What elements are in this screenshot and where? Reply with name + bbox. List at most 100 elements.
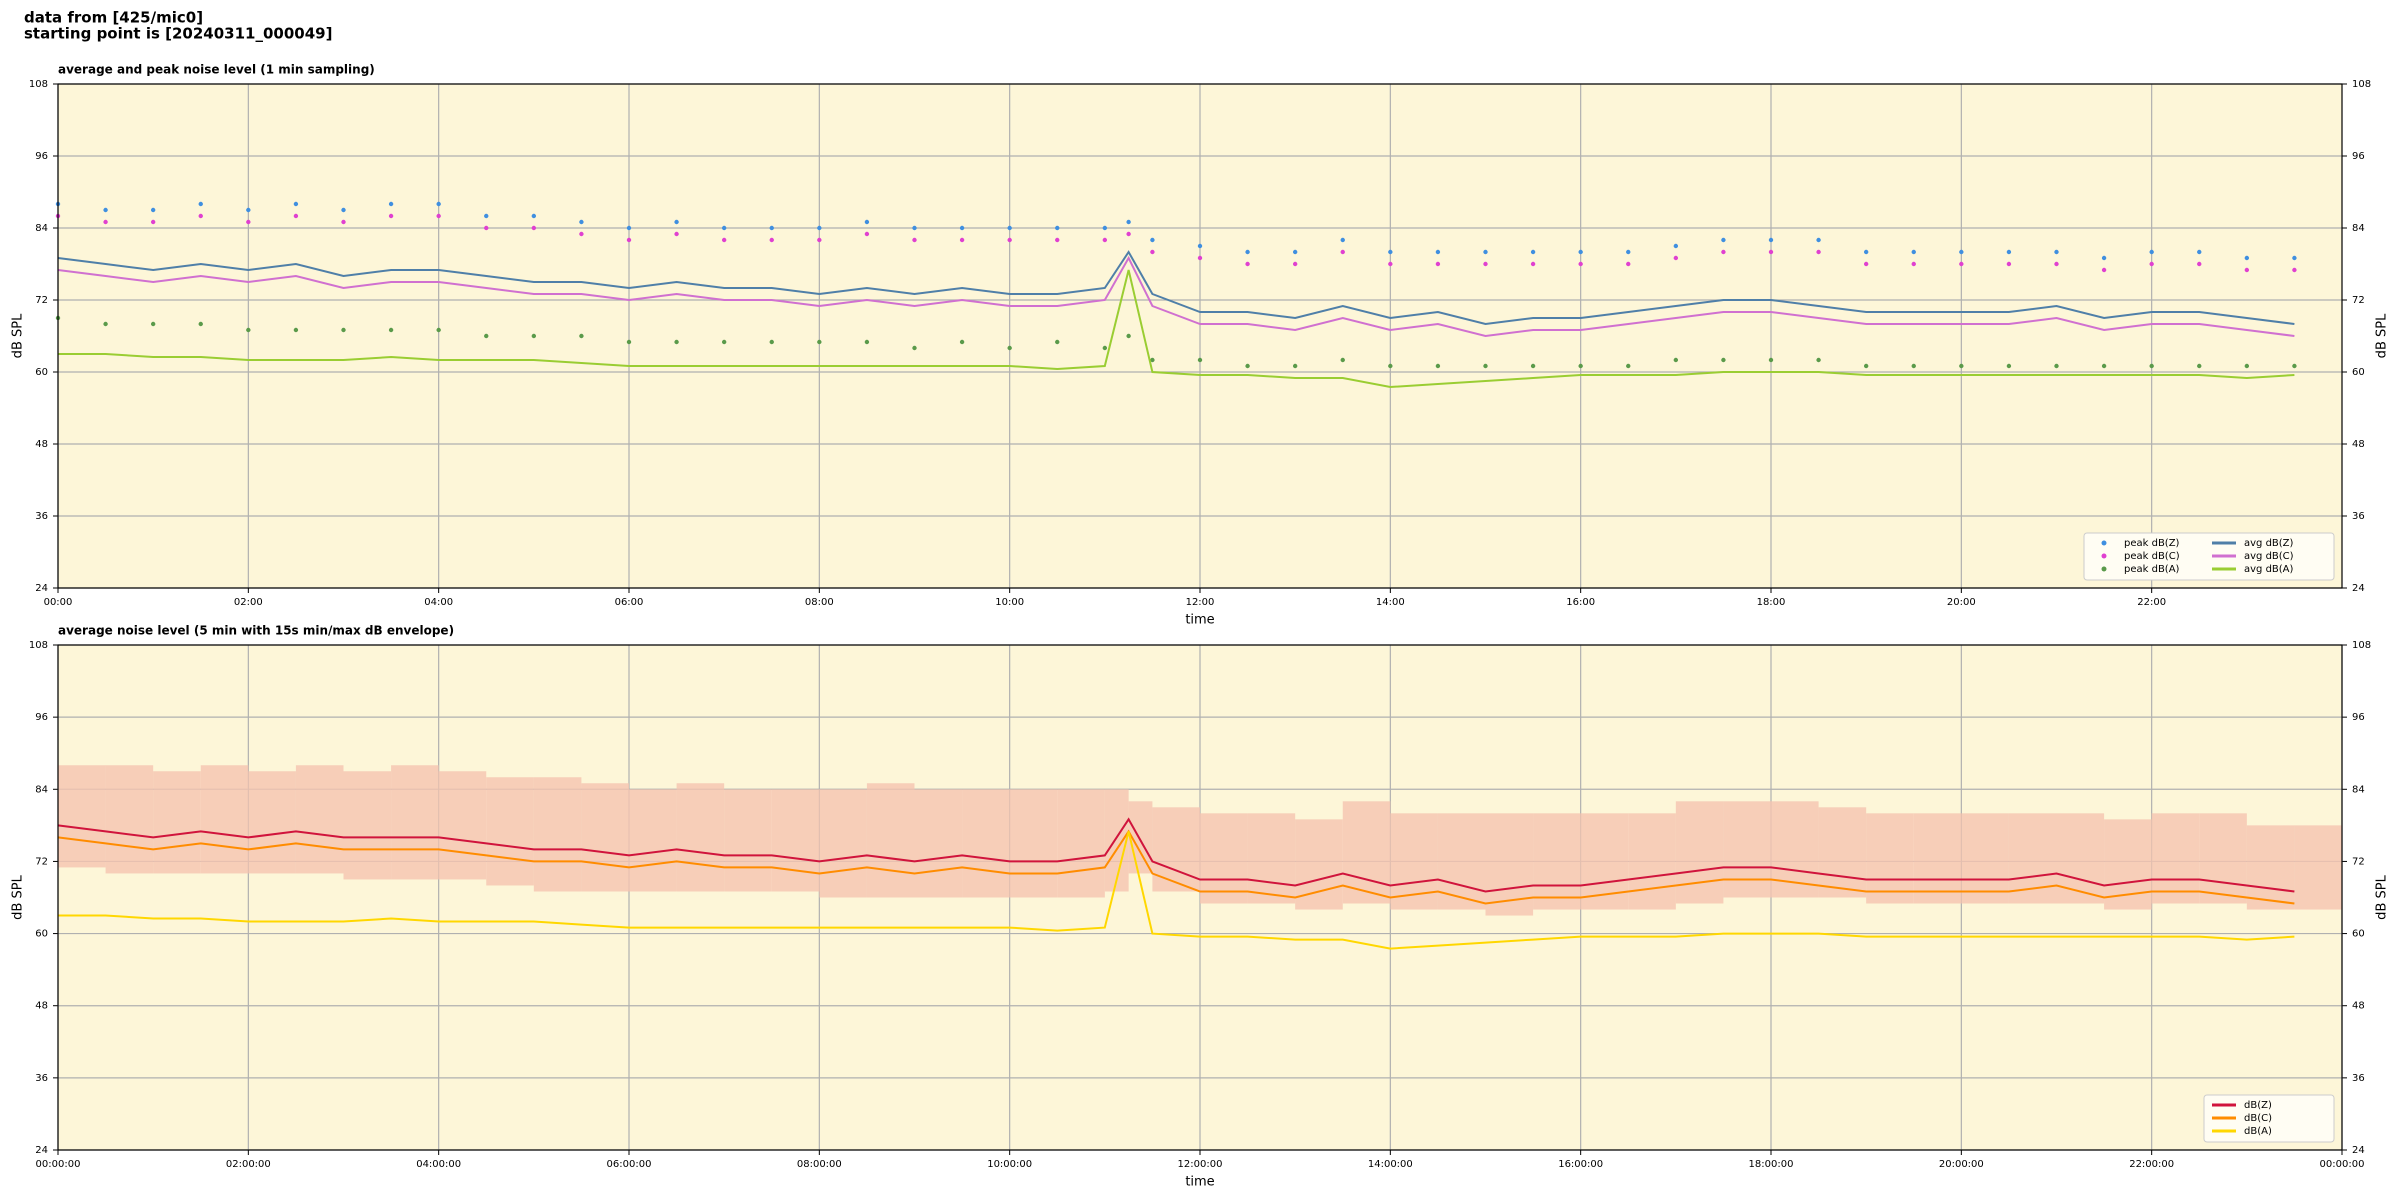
plot-frame [57,83,2343,589]
header-line: data from [425/mic0] [24,9,203,27]
envelope-band [1057,789,1105,898]
y-tick-label: 72 [35,856,48,867]
peak-point [1911,261,1916,267]
peak-point [484,213,489,219]
peak-point [912,345,917,351]
peak-point [864,231,870,237]
envelope-band [105,765,154,874]
peak-point [1435,363,1441,369]
envelope-band [2151,813,2200,904]
y-tick-label: 72 [2352,856,2365,867]
peak-point [2101,255,2107,261]
peak-point [769,225,774,231]
peak-point [1435,249,1441,255]
y-tick-label: 60 [2352,929,2365,940]
y-tick-label: 36 [2352,1073,2365,1084]
peak-point [1816,357,1821,363]
peak-point [1768,357,1774,363]
x-tick-label: 20:00 [1947,597,1976,608]
peak-point [1721,357,1726,363]
y-tick-label: 48 [2352,1001,2365,1012]
x-tick-label: 22:00:00 [2129,1159,2174,1170]
envelope-band [1437,813,1486,910]
envelope-band [676,783,725,892]
x-tick-label: 06:00:00 [607,1159,652,1170]
peak-point [1483,249,1488,255]
peak-point [388,327,394,333]
peak-point [912,237,917,243]
peak-point [1578,249,1583,255]
level-line [57,817,2295,893]
peak-point [2292,363,2297,369]
peak-point [1150,237,1155,243]
peak-point [341,327,346,333]
peak-point [1055,339,1060,345]
y-tick-label: 48 [35,439,48,450]
peak-point [2292,267,2297,273]
envelope-band [391,765,439,880]
x-tick-label: 18:00:00 [1749,1159,1794,1170]
x-tick-label: 16:00:00 [1558,1159,1603,1170]
y-tick-label: 108 [29,640,48,651]
peak-point [1007,345,1012,351]
envelope-band [2294,825,2342,910]
level-line [57,829,2295,905]
y-tick-label: 36 [35,511,48,522]
envelope-band [58,765,106,868]
peak-point [2244,267,2250,273]
envelope-band [1009,789,1058,898]
peak-point [293,327,299,333]
peak-point [150,219,156,225]
peak-point [1673,255,1679,261]
peak-point [1150,249,1155,255]
envelope-band [581,783,629,892]
peak-point [2197,261,2202,267]
envelope-band [486,777,534,886]
envelope-band [1675,801,1724,904]
y-tick-label: 84 [35,784,48,795]
peak-point [1126,231,1131,237]
peak-point [579,333,584,339]
peak-point [2149,249,2154,255]
envelope-band [629,789,677,892]
peak-point [150,207,156,213]
y-tick-label: 48 [35,1001,48,1012]
envelope-band [1533,813,1581,910]
envelope-band [2056,813,2105,904]
peak-point [2054,261,2059,267]
peak-point [436,327,441,333]
peak-point [103,321,108,327]
peak-point [246,219,251,225]
peak-point [864,339,870,345]
peak-point [769,237,774,243]
peak-point [1340,357,1345,363]
peak-point [293,201,299,207]
peak-point [674,219,679,225]
peak-point [2244,255,2250,261]
y-tick-label: 48 [2352,439,2365,450]
envelope-band [819,789,867,898]
peak-point [293,213,299,219]
x-tick-label: 08:00:00 [797,1159,842,1170]
x-tick-label: 08:00 [805,597,834,608]
envelope-band [295,765,344,874]
peak-point [1102,225,1108,231]
peak-point [1911,249,1916,255]
y-tick-label: 108 [2352,640,2371,651]
legend-label: avg dB(Z) [2244,538,2294,549]
peak-point [1673,243,1679,249]
peak-point [436,213,441,219]
peak-point [1388,261,1393,267]
peak-point [912,225,917,231]
envelope-band [1866,813,1914,904]
peak-point [1863,363,1869,369]
y-tick-label: 24 [2352,583,2365,594]
y-tick-label: 96 [2352,712,2365,723]
y-tick-label: 96 [35,151,48,162]
peak-point [674,339,679,345]
level-line [58,269,2295,389]
envelope-band [153,771,201,874]
peak-point [1292,363,1298,369]
peak-point [817,237,822,243]
envelope-band [1628,813,1676,910]
